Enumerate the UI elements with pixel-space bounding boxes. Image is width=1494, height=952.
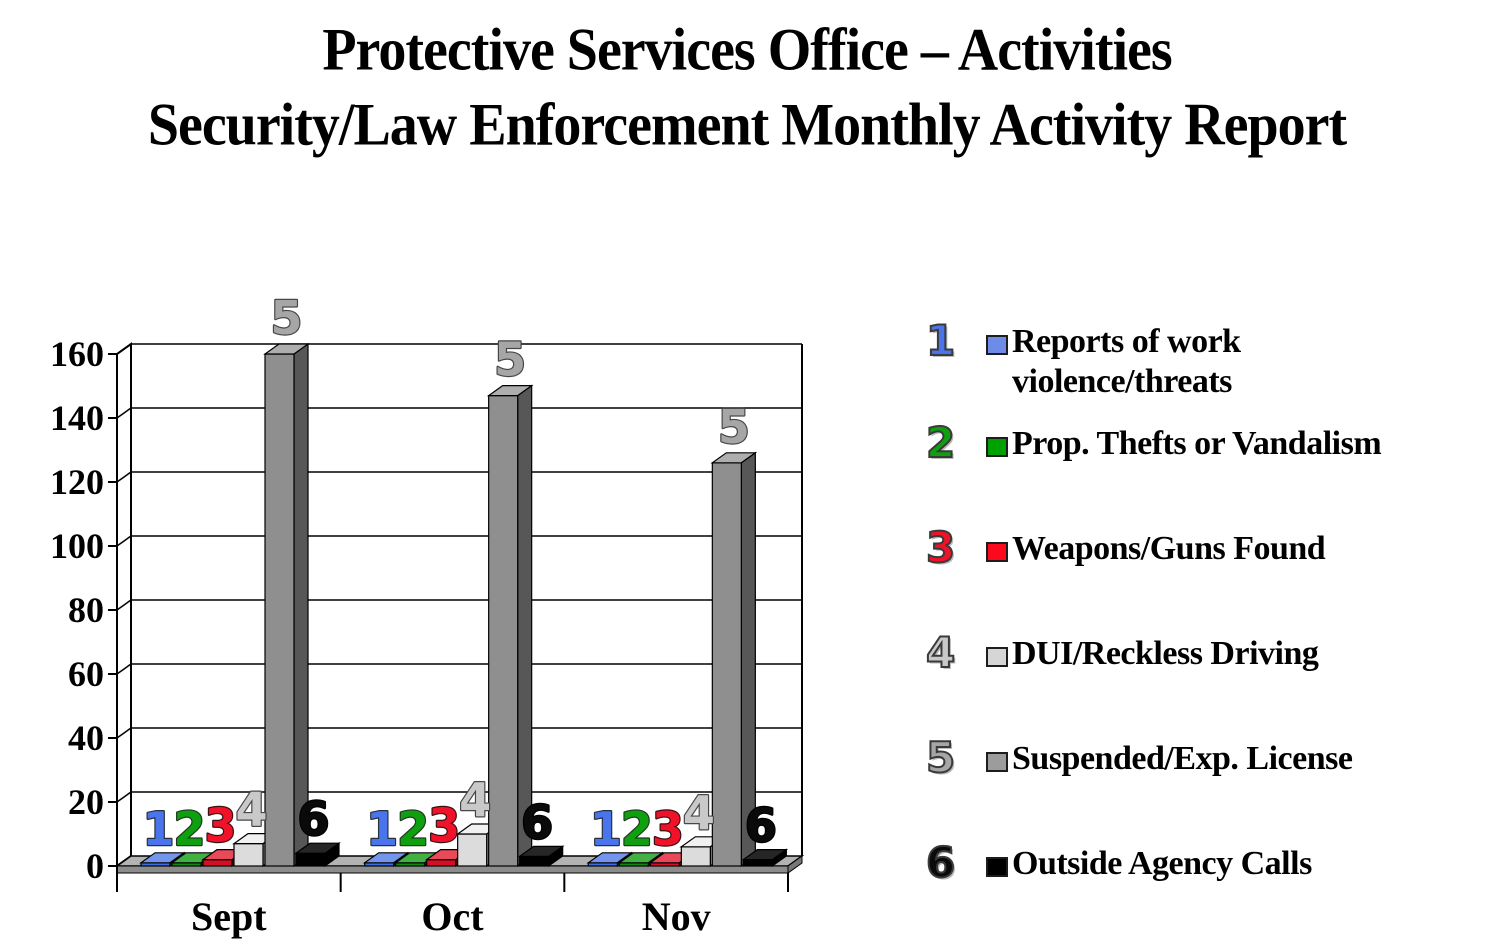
chart-title: Protective Services Office – Activities … [0,10,1494,160]
bar-side-Oct-5 [517,384,533,868]
legend-item-4: 4 DUI/Reckless Driving [920,627,1490,678]
legend-number-2: 2 [925,417,956,468]
bar-number-label-Nov-3: 3 [652,802,684,856]
legend-label-5: Suspended/Exp. License [1012,740,1353,777]
gridline-stub [116,727,132,739]
legend-label-3: Weapons/Guns Found [1012,530,1326,567]
legend-number-5: 5 [925,732,956,783]
y-tick-label: 20 [68,782,104,822]
legend-item-1: 1 Reports of work violence/threats [920,315,1490,402]
legend-item-2: 2 Prop. Thefts or Vandalism [920,417,1490,468]
bar-number-label-Nov-4: 4 [683,786,715,840]
bar-top-Nov-2 [617,852,665,864]
bar-Nov-6 [742,858,773,867]
y-tick-label: 100 [50,526,104,566]
legend: 1 Reports of work violence/threats 2 Pro… [920,0,1490,952]
bar-number-label-Oct-3: 3 [428,799,460,853]
gridline-stub [116,599,132,611]
x-category-label-Oct: Oct [421,894,484,939]
legend-label-6: Outside Agency Calls [1012,845,1312,882]
gridline-stub [116,471,132,483]
x-category-label-Nov: Nov [642,894,711,939]
x-category-label-Sept: Sept [191,894,267,939]
bar-Nov-4 [680,846,711,867]
chart-title-line2: Security/Law Enforcement Monthly Activit… [147,91,1347,159]
bar-top-Nov-6 [741,848,789,861]
y-tick-label: 160 [50,334,104,374]
legend-label-1: Reports of work violence/threats [1012,323,1241,401]
bar-number-label-Sept-6: 6 [297,792,329,846]
legend-label-2: Prop. Thefts or Vandalism [1012,425,1382,462]
chart-title-line1: Protective Services Office – Activities [322,16,1172,84]
bar-number-label-Sept-2: 2 [173,802,205,856]
bar-top-Sept-5 [263,343,310,355]
bar-Nov-5 [711,462,742,867]
legend-number-3: 3 [925,522,956,573]
legend-item-5: 5 Suspended/Exp. License [920,732,1490,783]
bar-Sept-5 [264,353,295,867]
y-tick-label: 60 [68,654,104,694]
bar-Sept-4 [233,842,264,867]
bar-Oct-5 [488,394,519,867]
gridline-stub [116,407,132,419]
bar-Oct-6 [519,855,550,867]
legend-swatch-5 [986,752,1008,772]
bar-number-label-Sept-1: 1 [142,802,174,856]
gridline-stub [116,535,132,547]
y-tick-label: 80 [68,590,104,630]
bar-number-label-Sept-5: 5 [270,291,302,345]
gridline-stub [116,343,132,355]
bar-top-Nov-5 [710,452,758,464]
gridline-stub [116,791,132,803]
legend-swatch-1 [986,335,1008,355]
bar-number-label-Nov-1: 1 [590,802,622,856]
bar-top-Oct-5 [486,384,534,397]
floor-corner [787,855,803,874]
bar-number-label-Oct-2: 2 [397,802,429,856]
bar-number-label-Oct-4: 4 [459,773,491,827]
legend-number-4: 4 [925,627,956,678]
y-tick-label: 40 [68,718,104,758]
legend-swatch-6 [986,857,1008,877]
legend-number-1: 1 [925,315,956,366]
bar-top-Sept-1 [139,852,186,864]
bar-top-Sept-6 [294,842,341,854]
bar-Oct-3 [426,858,457,867]
bar-top-Nov-1 [586,852,634,864]
bar-Sept-6 [295,852,326,867]
activity-chart: 0 20 40 60 80 100 120 140 160 Sept Oct Nov 1 2 3 4 5 6 1 2 3… [0,272,840,952]
bar-number-label-Oct-6: 6 [521,795,553,849]
legend-swatch-3 [986,542,1008,562]
bar-number-label-Oct-5: 5 [494,333,526,387]
bar-number-label-Sept-4: 4 [235,783,267,837]
bar-side-Sept-5 [293,342,309,868]
bar-top-Oct-6 [517,845,565,858]
y-tick-label: 140 [50,398,104,438]
bar-number-label-Oct-1: 1 [366,802,398,856]
bar-Oct-4 [457,833,488,867]
legend-swatch-4 [986,647,1008,667]
legend-label-4: DUI/Reckless Driving [1012,635,1319,672]
floor-front [116,865,789,874]
bar-number-label-Nov-5: 5 [718,400,750,454]
bar-top-Oct-1 [362,852,410,864]
legend-item-3: 3 Weapons/Guns Found [920,522,1490,573]
legend-item-6: 6 Outside Agency Calls [920,837,1490,888]
bar-number-label-Nov-2: 2 [621,802,653,856]
bar-number-label-Nov-6: 6 [745,799,777,853]
y-tick-label: 0 [86,846,104,886]
legend-swatch-2 [986,437,1008,457]
bar-number-label-Sept-3: 3 [204,799,236,853]
legend-number-6: 6 [925,837,956,888]
gridline-stub [116,663,132,675]
bar-Sept-3 [202,858,233,867]
y-tick-label: 120 [50,462,104,502]
